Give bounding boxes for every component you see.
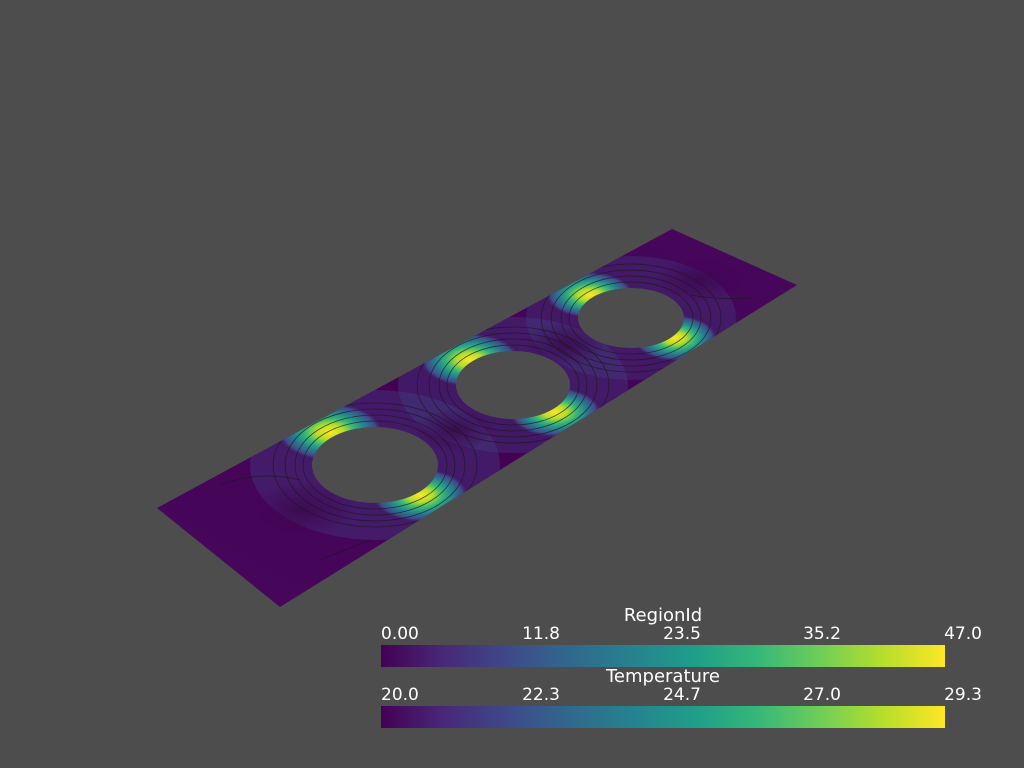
- tick-label: 11.8: [522, 624, 560, 644]
- hole-2: [456, 351, 570, 419]
- tick-label: 29.3: [944, 685, 982, 705]
- scalar-bar-regionid: RegionId 0.00 11.8 23.5 35.2 47.0: [381, 605, 982, 668]
- tick-label: 23.5: [663, 624, 701, 644]
- scalar-bar-temperature: Temperature 20.0 22.3 24.7 27.0 29.3: [381, 666, 982, 729]
- tick-label: 27.0: [803, 685, 841, 705]
- tick-label: 24.7: [663, 685, 701, 705]
- tick-label: 0.00: [381, 624, 419, 644]
- hole-3: [578, 288, 684, 348]
- plate: [157, 229, 797, 607]
- scalar-bar-title: RegionId: [623, 605, 703, 626]
- tick-label: 22.3: [522, 685, 560, 705]
- color-ramp: [381, 706, 945, 728]
- tick-label: 20.0: [381, 685, 419, 705]
- tick-label: 35.2: [803, 624, 841, 644]
- contour-lines: [219, 263, 751, 561]
- scalar-bar-title: Temperature: [605, 666, 721, 687]
- hole-1: [312, 427, 438, 503]
- color-ramp: [381, 645, 945, 667]
- tick-label: 47.0: [944, 624, 982, 644]
